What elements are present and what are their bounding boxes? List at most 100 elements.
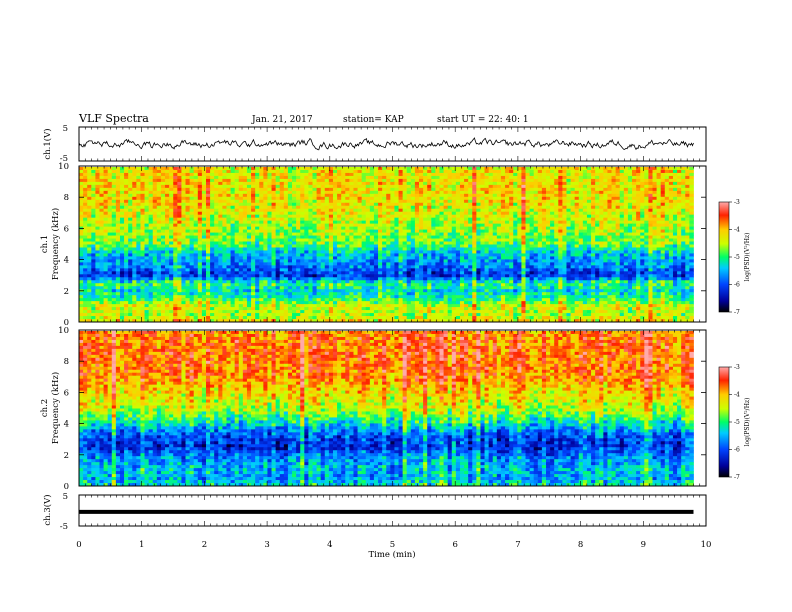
ch1-spectrogram-cell xyxy=(332,244,338,248)
ch1-spectrogram-cell xyxy=(689,199,694,204)
ch1-spectrogram-cell xyxy=(132,265,137,269)
ch1-spectrogram-cell xyxy=(328,214,334,219)
ch1-spectrogram-cell xyxy=(677,259,682,263)
ch1-spectrogram-cell xyxy=(545,235,551,239)
ch1-spectrogram-cell xyxy=(521,196,526,201)
ch1-spectrogram-cell xyxy=(79,220,84,225)
ch1-spectrogram-cell xyxy=(234,169,240,174)
ch1-spectrogram-cell xyxy=(283,244,289,248)
ch1-spectrogram-cell xyxy=(419,190,424,195)
ch1-spectrogram-cell xyxy=(242,202,248,207)
ch1-spectrogram-cell xyxy=(361,259,367,263)
ch1-spectrogram-cell xyxy=(181,241,186,245)
ch1-spectrogram-cell xyxy=(439,211,444,216)
ch1-spectrogram-cell xyxy=(373,262,379,266)
ch1-spectrogram-cell xyxy=(636,172,641,177)
ch1-spectrogram-cell xyxy=(218,196,223,201)
ch1-spectrogram-cell xyxy=(369,167,375,171)
ch1-spectrogram-cell xyxy=(246,199,252,204)
ch1-spectrogram-cell xyxy=(136,172,141,177)
ch1-spectrogram-cell xyxy=(681,247,686,251)
ch1-spectrogram-cell xyxy=(328,193,334,198)
ch1-spectrogram-cell xyxy=(378,193,383,198)
ch1-spectrogram-cell xyxy=(119,232,125,236)
ch1-spectrogram-cell xyxy=(517,175,522,180)
ch1-spectrogram-cell xyxy=(197,247,203,251)
ch1-spectrogram-cell xyxy=(128,247,133,251)
ch1-spectrogram-cell xyxy=(611,199,617,204)
ch1-spectrogram-cell xyxy=(111,250,117,254)
ch1-spectrogram-cell xyxy=(537,214,543,219)
ch1-spectrogram-cell xyxy=(619,172,625,177)
ch1-spectrogram-cell xyxy=(484,262,490,266)
ch1-spectrogram-cell xyxy=(599,256,604,260)
ch1-spectrogram-cell xyxy=(537,244,543,248)
ch1-spectrogram-cell xyxy=(124,172,129,177)
ch1-spectrogram-cell xyxy=(218,256,223,260)
ch1-spectrogram-cell xyxy=(640,241,645,245)
ch1-spectrogram-cell xyxy=(533,235,539,239)
ch1-spectrogram-cell xyxy=(267,190,272,195)
ch1-spectrogram-cell xyxy=(365,256,371,260)
ch1-spectrogram-cell xyxy=(451,235,457,239)
ch1-spectrogram-cell xyxy=(455,262,461,266)
ch1-spectrogram-cell xyxy=(369,202,375,207)
ch1-spectrogram-cell xyxy=(414,169,420,174)
ch1-spectrogram-cell xyxy=(562,208,567,213)
ch1-spectrogram-cell xyxy=(189,208,195,213)
ch1-spectrogram-cell xyxy=(292,238,297,242)
ch1-spectrogram-cell xyxy=(599,223,604,228)
ch1-spectrogram-cell xyxy=(500,220,506,225)
ch1-spectrogram-cell xyxy=(435,229,440,233)
ch1-spectrogram-cell xyxy=(599,217,604,222)
ch1-spectrogram-cell xyxy=(332,178,338,183)
ch1-spectrogram-cell xyxy=(664,172,670,177)
ch1-spectrogram-cell xyxy=(410,181,416,186)
ch1-spectrogram-cell xyxy=(87,199,92,204)
ch1-spectrogram-cell xyxy=(627,217,633,222)
ch1-spectrogram-cell xyxy=(550,229,555,233)
ch1-spectrogram-cell xyxy=(271,190,277,195)
ch1-spectrogram-cell xyxy=(226,262,231,266)
ch1-spectrogram-cell xyxy=(390,223,395,228)
ch1-spectrogram-cell xyxy=(140,202,145,207)
ch1-spectrogram-cell xyxy=(201,262,207,266)
ch1-spectrogram-cell xyxy=(124,232,129,236)
ch1-spectrogram-cell xyxy=(234,235,240,239)
ch1-spectrogram-cell xyxy=(152,175,158,180)
ch1-spectrogram-cell xyxy=(308,232,313,236)
ch1-spectrogram-cell xyxy=(230,178,236,183)
ch1-spectrogram-cell xyxy=(132,256,137,260)
ch1-spectrogram-cell xyxy=(648,241,653,245)
ch1-spectrogram-cell xyxy=(500,238,506,242)
ch1-spectrogram-cell xyxy=(205,229,211,233)
ch1-spectrogram-cell xyxy=(103,241,109,245)
ch1-spectrogram-cell xyxy=(214,262,219,266)
ch1-spectrogram-cell xyxy=(668,172,674,177)
ch1-spectrogram-cell xyxy=(476,259,481,263)
ch1-spectrogram-cell xyxy=(132,178,137,183)
ch1-spectrogram-cell xyxy=(357,205,363,210)
ch1-spectrogram-cell xyxy=(115,220,121,225)
ch1-spectrogram-cell xyxy=(337,211,342,216)
ch1-spectrogram-cell xyxy=(283,250,289,254)
ch1-spectrogram-cell xyxy=(132,217,137,222)
ch1-spectrogram-cell xyxy=(451,226,457,230)
ch1-spectrogram-cell xyxy=(685,247,690,251)
ch1-spectrogram-cell xyxy=(365,235,371,239)
ch1-spectrogram-cell xyxy=(357,256,363,260)
ch1-spectrogram-cell xyxy=(545,199,551,204)
ch1-spectrogram-cell xyxy=(500,172,506,177)
ch1-spectrogram-cell xyxy=(656,205,662,210)
ch1-spectrogram-cell xyxy=(136,211,141,216)
ch1-spectrogram-cell xyxy=(578,232,584,236)
ch1-spectrogram-cell xyxy=(595,259,600,263)
ch1-spectrogram-cell xyxy=(222,241,227,245)
ch1-spectrogram-cell xyxy=(201,169,207,174)
ch1-spectrogram-cell xyxy=(636,226,641,230)
ch1-spectrogram-cell xyxy=(226,202,231,207)
ch1-spectrogram-cell xyxy=(623,244,629,248)
ch1-spectrogram-cell xyxy=(603,172,608,177)
ch1-spectrogram-cell xyxy=(107,250,113,254)
ch1-spectrogram-cell xyxy=(431,250,436,254)
